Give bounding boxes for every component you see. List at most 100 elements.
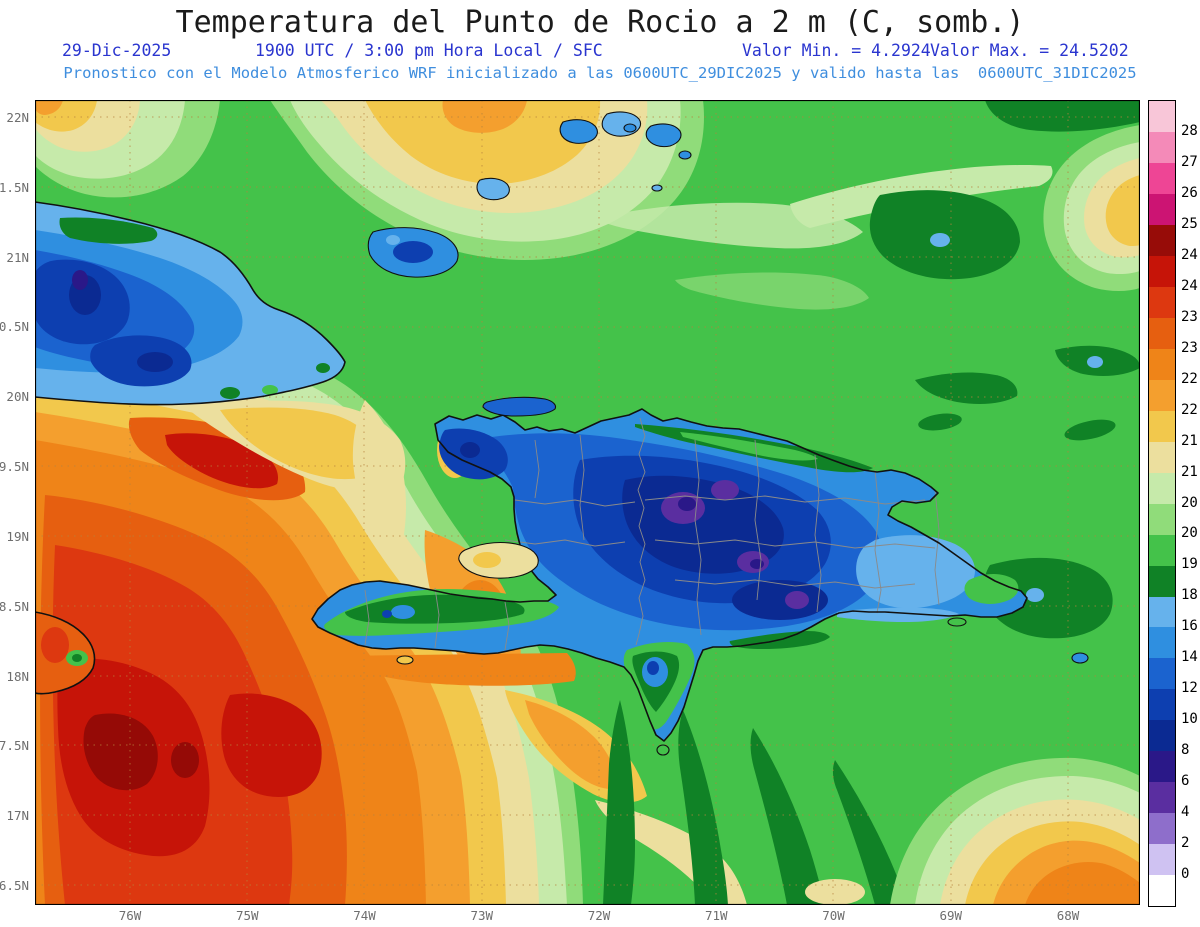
- colorbar-segment: [1149, 224, 1175, 256]
- lat-label: 18N: [6, 668, 29, 684]
- colorbar-label: 25: [1181, 215, 1198, 232]
- colorbar-label: 16: [1181, 618, 1198, 635]
- colorbar-label: 6: [1181, 773, 1190, 790]
- hispaniola-coastline: [311, 408, 1028, 742]
- lon-label: 71W: [704, 908, 728, 923]
- lat-label: 6.5N: [0, 877, 29, 893]
- colorbar-label: 23.5: [1181, 308, 1200, 325]
- lon-label: 75W: [235, 908, 259, 923]
- page-title: Temperatura del Punto de Rocio a 2 m (C,…: [175, 5, 1025, 40]
- colorbar-segment: [1149, 101, 1175, 132]
- model-info-line: Pronostico con el Modelo Atmosferico WRF…: [63, 64, 1137, 82]
- colorbar-label: 21: [1181, 463, 1198, 480]
- tortuga-island: [482, 396, 557, 417]
- province-borders: [364, 417, 940, 651]
- colorbar-label: 28: [1181, 122, 1198, 139]
- cuba: [35, 201, 346, 406]
- colorbar-label: 22: [1181, 401, 1198, 418]
- sea-windward-passage: [185, 400, 473, 541]
- forecast-map: [35, 100, 1140, 905]
- colorbar-label: 23: [1181, 339, 1198, 356]
- lat-label: 22N: [6, 110, 29, 125]
- jamaica: [35, 611, 96, 695]
- colorbar-label: 22.5: [1181, 370, 1200, 387]
- colorbar-label: 21.5: [1181, 432, 1200, 449]
- colorbar-label: 14: [1181, 649, 1198, 666]
- colorbar-segment: [1149, 534, 1175, 566]
- colorbar-segment: [1149, 720, 1175, 752]
- colorbar-label: 8: [1181, 742, 1190, 759]
- value-min: Valor Min. = 4.2924: [742, 41, 931, 60]
- colorbar-segment: [1149, 627, 1175, 659]
- lat-label: 19N: [6, 528, 29, 544]
- lon-label: 74W: [353, 908, 376, 923]
- colorbar-label: 20.5: [1181, 494, 1200, 511]
- colorbar-segment: [1149, 379, 1175, 411]
- colorbar-segment: [1149, 348, 1175, 380]
- lon-label: 73W: [470, 908, 494, 923]
- colorbar-label: 10: [1181, 711, 1198, 728]
- colorbar: [1148, 100, 1176, 907]
- colorbar-segment: [1149, 844, 1175, 876]
- sea-warm-southwest: [35, 315, 583, 905]
- colorbar-segment: [1149, 162, 1175, 194]
- sea-bottom-right-warm: [805, 757, 1140, 905]
- colorbar-label: 27: [1181, 153, 1198, 170]
- colorbar-labels: 2827262524.52423.52322.52221.52120.52019…: [1181, 100, 1200, 905]
- colorbar-segment: [1149, 751, 1175, 783]
- offshore-islets: [396, 396, 1089, 756]
- cuba-coastline: [35, 201, 346, 406]
- lat-label: 17N: [6, 808, 29, 824]
- map-frame: Sis π – ONAMET/REP.DOM.: [35, 100, 1140, 905]
- lat-label: 21N: [6, 249, 29, 265]
- colorbar-segment: [1149, 193, 1175, 225]
- lon-label: 76W: [118, 908, 142, 923]
- lat-label: 8.5N: [0, 598, 29, 614]
- colorbar-segment: [1149, 317, 1175, 349]
- lat-label: 0.5N: [0, 319, 29, 335]
- lon-label: 70W: [822, 908, 845, 923]
- lon-axis: 76W 75W 74W 73W 72W 71W 70W 69W 68W: [35, 908, 1140, 926]
- jamaica-coastline: [35, 611, 96, 695]
- colorbar-segment: [1149, 565, 1175, 597]
- lat-axis: 22N 1.5N 21N 0.5N 20N 9.5N 19N 8.5N 18N 7.5N 17N 6.…: [0, 100, 31, 905]
- forecast-date: 29-Dic-2025: [62, 41, 172, 60]
- colorbar-label: 2: [1181, 835, 1190, 852]
- colorbar-segment: [1149, 689, 1175, 721]
- lat-label: 9.5N: [0, 459, 29, 475]
- lon-label: 69W: [939, 908, 963, 923]
- colorbar-label: 26: [1181, 184, 1198, 201]
- lat-label: 20N: [6, 389, 29, 405]
- value-max: Valor Max. = 24.5202: [930, 41, 1129, 60]
- colorbar-segment: [1149, 410, 1175, 442]
- colorbar-label: 18: [1181, 587, 1198, 604]
- colorbar-segment: [1149, 782, 1175, 814]
- map-border: [35, 100, 1140, 905]
- colorbar-segment: [1149, 596, 1175, 628]
- colorbar-label: 0: [1181, 866, 1190, 883]
- colorbar-segment: [1149, 286, 1175, 318]
- forecast-valid-time: 1900 UTC / 3:00 pm Hora Local / SFC: [255, 41, 603, 60]
- colorbar-segment: [1149, 658, 1175, 690]
- colorbar-segment: [1149, 875, 1175, 907]
- colorbar-segment: [1149, 503, 1175, 535]
- vache-island: [396, 655, 414, 665]
- colorbar-label: 19: [1181, 556, 1198, 573]
- colorbar-segment: [1149, 441, 1175, 473]
- sea-dark-green-fan: [603, 700, 907, 905]
- hispaniola: [311, 408, 1028, 742]
- colorbar-segment: [1149, 255, 1175, 287]
- colorbar-label: 12: [1181, 680, 1198, 697]
- beata-island: [656, 744, 670, 756]
- lon-label: 68W: [1056, 908, 1080, 923]
- bahamas-islands: [367, 111, 692, 278]
- lat-label: 1.5N: [0, 179, 29, 195]
- colorbar-label: 24: [1181, 277, 1198, 294]
- colorbar-label: 4: [1181, 804, 1190, 821]
- colorbar-segment: [1149, 813, 1175, 845]
- lat-label: 7.5N: [0, 738, 29, 754]
- colorbar-label: 24.5: [1181, 246, 1200, 263]
- lon-label: 72W: [587, 908, 611, 923]
- colorbar-label: 20: [1181, 525, 1198, 542]
